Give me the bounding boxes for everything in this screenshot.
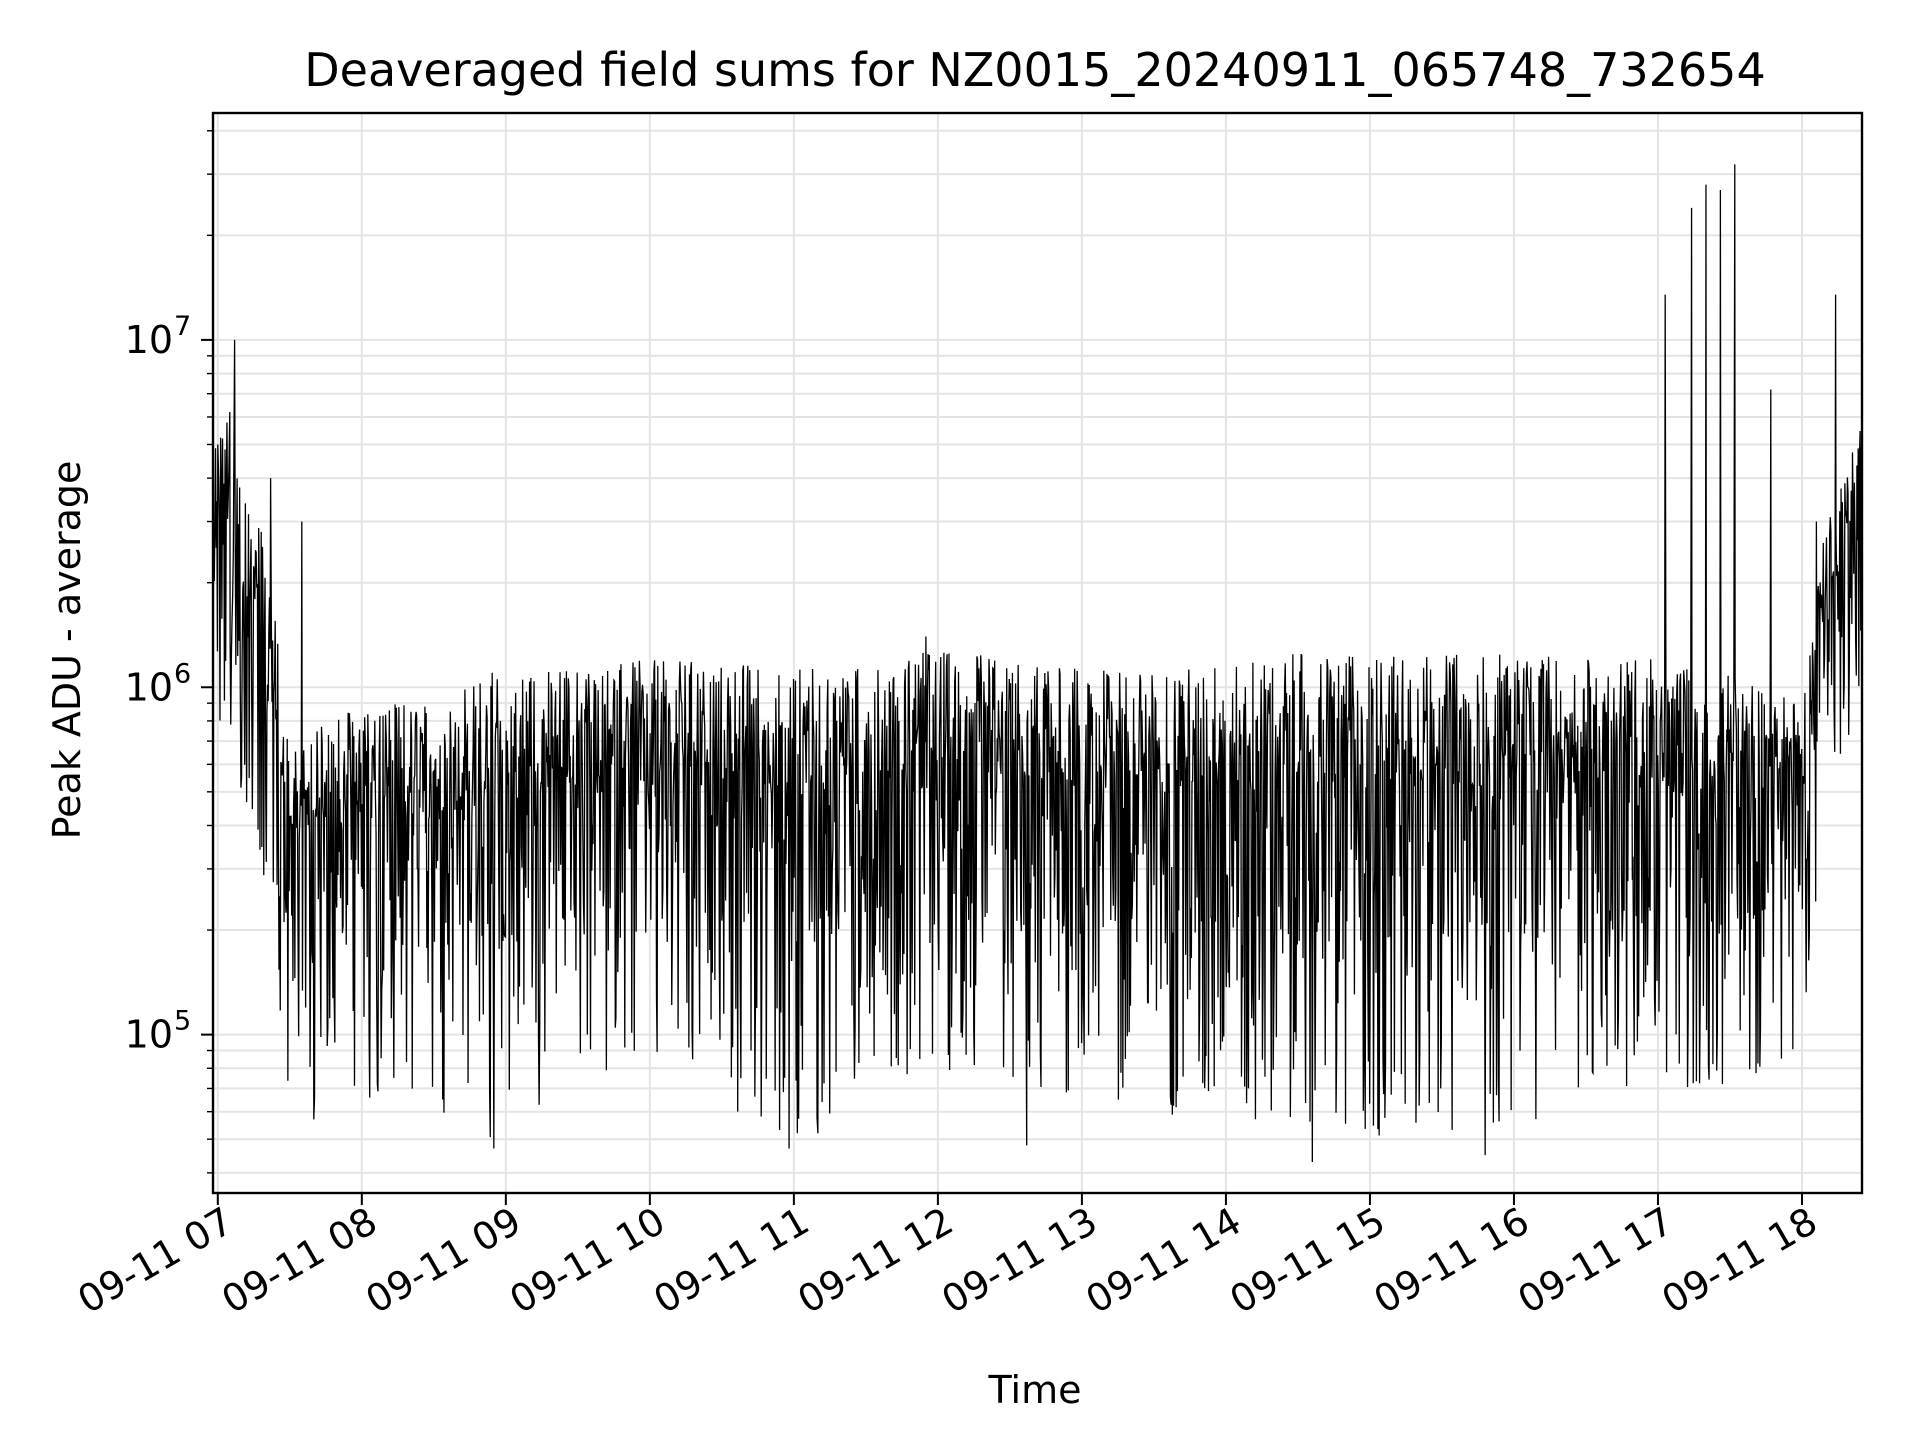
chart-title: Deaveraged field sums for NZ0015_2024091… [304,43,1765,97]
y-tick-label-exponent: 7 [174,311,191,342]
x-axis-label: Time [988,1368,1082,1412]
y-tick-label: 10 [125,1013,173,1057]
y-axis-label: Peak ADU - average [45,461,89,840]
plot-frame [211,111,1864,1195]
y-tick-label-exponent: 6 [174,658,191,689]
series-layer [213,164,1862,1162]
y-tick-label-exponent: 5 [174,1006,191,1037]
series-line [213,164,1862,1162]
y-tick-label: 10 [125,318,173,362]
y-tick-label: 10 [125,665,173,709]
